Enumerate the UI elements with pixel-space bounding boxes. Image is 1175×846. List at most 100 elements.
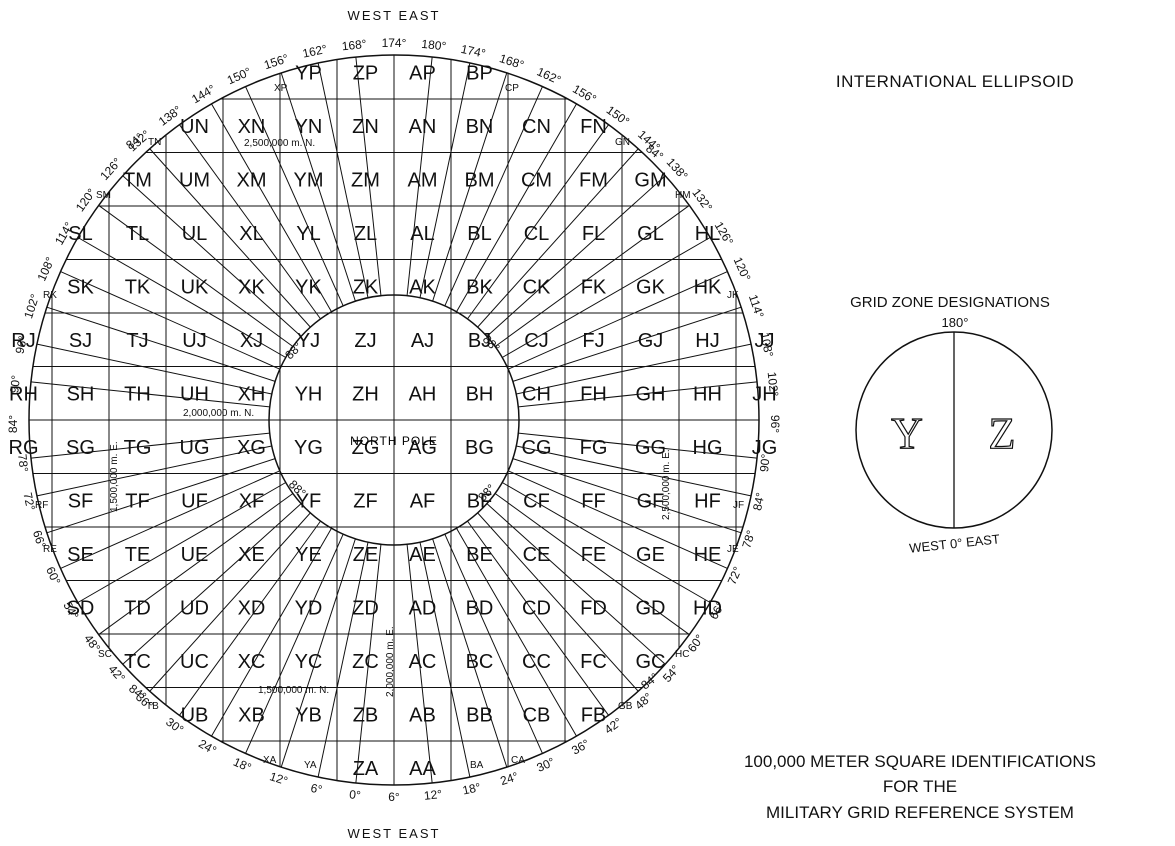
cell-gl: GL — [637, 223, 664, 245]
longitude-label: 78° — [739, 528, 758, 550]
cell-ae: AE — [409, 544, 436, 566]
cell-ca: CA — [511, 755, 525, 766]
meridian-line — [77, 482, 286, 603]
cell-fb: FB — [581, 704, 607, 726]
cell-yn: YN — [295, 116, 323, 138]
longitude-label: 84° — [750, 491, 768, 512]
cell-uf: UF — [181, 490, 208, 512]
meridian-line — [46, 306, 276, 382]
meridian-line — [149, 148, 311, 328]
meridian-line — [406, 56, 433, 296]
cell-re: RE — [43, 544, 57, 555]
meridian-line — [512, 458, 742, 534]
longitude-label: 60° — [43, 565, 63, 587]
cell-ue: UE — [181, 544, 209, 566]
cell-jg: JG — [752, 437, 778, 459]
cell-yl: YL — [296, 223, 320, 245]
cell-hl: HL — [695, 223, 721, 245]
cell-sl: SL — [68, 223, 92, 245]
cell-cl: CL — [524, 223, 550, 245]
cell-sk: SK — [67, 276, 94, 298]
cell-sf: SF — [68, 490, 94, 512]
cell-tn: TN — [148, 137, 161, 148]
longitude-label: 84° — [6, 415, 20, 433]
cell-be: BE — [466, 544, 493, 566]
cell-ug: UG — [180, 437, 210, 459]
meridian-line — [486, 175, 666, 337]
cell-gb: GB — [618, 701, 633, 712]
meridian-line — [467, 520, 609, 716]
cell-tm: TM — [123, 169, 152, 191]
longitude-label: 6° — [388, 790, 400, 804]
cell-jj: JJ — [755, 330, 775, 352]
cell-gf: GF — [637, 490, 665, 512]
cell-zg: ZG — [352, 437, 380, 459]
cell-zc: ZC — [352, 651, 379, 673]
cell-xg: XG — [237, 437, 266, 459]
cell-zb: ZB — [353, 704, 379, 726]
cell-tf: TF — [125, 490, 149, 512]
cell-hm: HM — [675, 190, 691, 201]
cell-bj: BJ — [468, 330, 491, 352]
cell-yf: YF — [296, 490, 322, 512]
longitude-label: 0° — [349, 787, 362, 802]
meridian-line — [507, 271, 728, 370]
cell-ya: YA — [304, 760, 317, 771]
cell-ap: AP — [409, 62, 436, 84]
meter-label-2500000-e: 2,500,000 m. E. — [661, 449, 672, 520]
meridian-line — [444, 86, 543, 307]
map-title: INTERNATIONAL ELLIPSOID — [836, 72, 1074, 91]
meridian-line — [36, 445, 272, 497]
meridian-line — [30, 381, 270, 408]
meridian-line — [46, 458, 276, 534]
longitude-label: 72° — [20, 491, 38, 512]
meridian-line — [179, 520, 321, 716]
cell-tb: TB — [146, 701, 159, 712]
meridian-line — [36, 343, 272, 395]
cell-se: SE — [67, 544, 94, 566]
cell-gn: GN — [615, 137, 630, 148]
cell-yg: YG — [294, 437, 323, 459]
meter-labels: 2,500,000 m. N. 2,000,000 m. N. 1,500,00… — [109, 138, 672, 697]
longitude-label: 162° — [535, 65, 564, 88]
cell-tg: TG — [124, 437, 152, 459]
cell-gh: GH — [636, 383, 666, 405]
cell-xp: XP — [274, 83, 288, 94]
cell-cn: CN — [522, 116, 551, 138]
cell-ac: AC — [409, 651, 437, 673]
longitude-label: 18° — [231, 755, 253, 775]
cell-an: AN — [409, 116, 437, 138]
meridian-line — [211, 528, 332, 737]
meridian-line — [280, 538, 356, 768]
cell-uj: UJ — [182, 330, 206, 352]
cell-ym: YM — [294, 169, 324, 191]
cell-aa: AA — [409, 758, 436, 780]
meridian-line — [486, 503, 666, 665]
cell-xk: XK — [238, 276, 265, 298]
cell-um: UM — [179, 169, 210, 191]
cell-xl: XL — [239, 223, 263, 245]
cell-zm: ZM — [351, 169, 380, 191]
meridian-line — [444, 533, 543, 754]
longitude-label: 96° — [768, 415, 782, 433]
meridian-line — [149, 512, 311, 692]
meridian-line — [518, 381, 758, 408]
cell-yp: YP — [295, 62, 322, 84]
cell-xa: XA — [263, 755, 277, 766]
cell-yh: YH — [295, 383, 323, 405]
longitude-label: 90° — [7, 374, 23, 394]
meridian-line — [355, 56, 382, 296]
cell-hc: HC — [675, 649, 689, 660]
longitude-label: 36° — [569, 736, 592, 757]
cell-bd: BD — [466, 597, 494, 619]
meridian-line — [60, 271, 281, 370]
cell-bh: BH — [466, 383, 494, 405]
meridian-line — [494, 493, 690, 635]
cell-fm: FM — [579, 169, 608, 191]
cell-fd: FD — [580, 597, 607, 619]
cell-cj: CJ — [524, 330, 548, 352]
longitude-label: 102° — [21, 292, 42, 320]
cell-tk: TK — [125, 276, 151, 298]
cell-cp: CP — [505, 83, 519, 94]
